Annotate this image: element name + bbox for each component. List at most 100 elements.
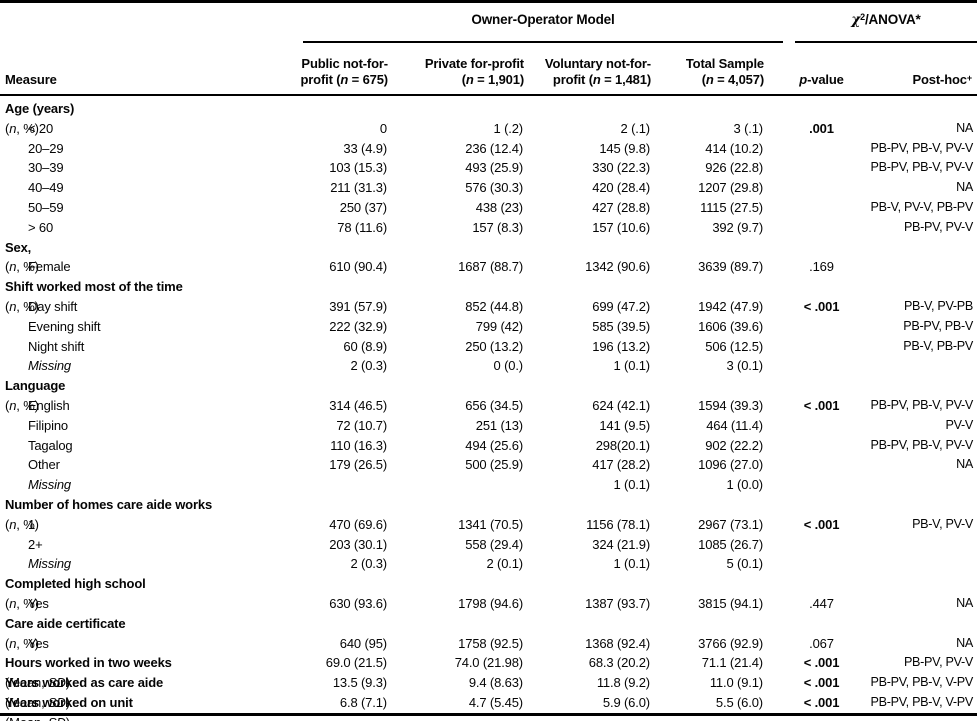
column-header-public: Public not-for-profit (n = 675) [300, 56, 388, 87]
cell-p-value [768, 218, 875, 238]
row-label: Hours worked in two weeks [5, 655, 172, 671]
cell-total: 1942 (47.9) [698, 298, 763, 314]
measure-cell: Other [0, 455, 300, 475]
measure-cell: Yes [0, 634, 300, 654]
row-label: 20–29 [28, 140, 64, 156]
row-label-suffix: (Mean, SD) [5, 694, 70, 710]
table-row: 2+ 203 (30.1) 558 (29.4) 324 (21.9) 1085 (26… [0, 535, 977, 555]
table-row: Shift worked most of the time (n, %) [0, 277, 977, 314]
cell-voluntary: 1 (0.1) [613, 556, 650, 572]
cell-p-value [768, 475, 875, 495]
measure-cell: Completed high school (n, %) [0, 574, 300, 614]
cell-p-value [768, 139, 875, 159]
row-label: > 60 [28, 219, 54, 235]
column-header-private: Private for-profit (n = 1,901) [424, 56, 524, 87]
cell-posthoc [875, 535, 977, 555]
cell-public: 640 (95) [339, 635, 387, 651]
cell-private: 1687 (88.7) [458, 259, 523, 275]
row-label: Age (years) [5, 101, 75, 116]
cell-posthoc: PB-PV, PB-V [903, 318, 973, 333]
measure-cell: 40–49 [0, 178, 300, 198]
cell-private: 558 (29.4) [465, 536, 523, 552]
cell-p-value: < .001 [803, 516, 840, 532]
cell-p-value [768, 416, 875, 436]
cell-total: 1594 (39.3) [698, 397, 763, 413]
row-label-suffix: (n, %) [5, 120, 39, 136]
row-label: Missing [28, 477, 72, 493]
cell-total: 926 (22.8) [705, 160, 763, 176]
table-row: Number of homes care aide works (n, %) [0, 495, 977, 532]
cell-voluntary: 145 (9.8) [599, 140, 650, 156]
measure-cell: Sex, (n, %) [0, 238, 300, 278]
cell-voluntary: 1368 (92.4) [585, 635, 650, 651]
cell-private: 493 (25.9) [465, 160, 523, 176]
measure-cell: 2+ [0, 535, 300, 555]
cell-public: 2 (0.3) [350, 556, 387, 572]
cell-voluntary: 330 (22.3) [592, 160, 650, 176]
cell-private: 157 (8.3) [472, 219, 523, 235]
row-label: 40–49 [28, 180, 64, 196]
table-row: Missing 1 (0.1) 1 (0.0) [0, 475, 977, 495]
row-label: Completed high school [5, 576, 146, 592]
cell-public: 103 (15.3) [329, 160, 387, 176]
table-body: Age (years) (n, %) < 20 0 1 (.2) 2 (.1) 3 (.1… [0, 96, 977, 721]
table-row: Completed high school (n, %) [0, 574, 977, 611]
table-row: Female 610 (90.4) 1687 (88.7) 1342 (90.6) 36… [0, 257, 977, 277]
cell-voluntary: 1342 (90.6) [585, 259, 650, 275]
cell-public: 179 (26.5) [329, 457, 387, 473]
measure-cell: Language (n, %) [0, 376, 300, 416]
cell-total: 3766 (92.9) [698, 635, 763, 651]
group-rule-owner-operator [303, 41, 783, 43]
row-label: Yes [28, 595, 49, 611]
cell-p-value [768, 535, 875, 555]
row-label: Filipino [28, 417, 68, 433]
row-label: Evening shift [28, 318, 101, 334]
cell-voluntary: 417 (28.2) [592, 457, 650, 473]
cell-voluntary: 324 (21.9) [592, 536, 650, 552]
table-row: Evening shift 222 (32.9) 799 (42) 585 (39.5… [0, 317, 977, 337]
cell-public [300, 475, 392, 495]
row-label-suffix: (n, %) [5, 516, 39, 532]
table-row: 40–49 211 (31.3) 576 (30.3) 420 (28.4) 1207 … [0, 178, 977, 198]
cell-voluntary: 1 (0.1) [613, 358, 650, 374]
cell-private: 1798 (94.6) [458, 595, 523, 611]
table-row: Sex, (n, %) [0, 238, 977, 275]
row-label: 30–39 [28, 160, 64, 176]
cell-p-value [768, 455, 875, 475]
cell-posthoc: NA [956, 120, 973, 135]
cell-voluntary: 420 (28.4) [592, 180, 650, 196]
row-label: Years worked on unit [5, 694, 133, 710]
cell-p-value: < .001 [803, 694, 840, 710]
cell-public: 110 (16.3) [330, 437, 387, 453]
cell-public: 6.8 (7.1) [339, 694, 387, 710]
group-header-owner-operator-model: Owner-Operator Model [471, 12, 615, 27]
cell-posthoc: PB-V, PV-PB [903, 298, 973, 313]
cell-voluntary: 585 (39.5) [592, 318, 650, 334]
group-rule-anova [795, 41, 977, 43]
cell-voluntary: 68.3 (20.2) [588, 655, 650, 671]
table-row: English 314 (46.5) 656 (34.5) 624 (42.1) 159… [0, 396, 977, 416]
cell-p-value [768, 356, 875, 376]
table-row: Language (n, %) [0, 376, 977, 413]
cell-public: 78 (11.6) [337, 219, 387, 235]
measure-cell: Yes [0, 594, 300, 614]
cell-private: 0 (0.) [493, 358, 524, 374]
cell-public: 610 (90.4) [329, 259, 387, 275]
cell-p-value: < .001 [803, 655, 840, 671]
column-header-measure: Measure [5, 72, 57, 87]
cell-public: 2 (0.3) [350, 358, 387, 374]
cell-public: 391 (57.9) [329, 298, 387, 314]
measure-cell: 50–59 [0, 198, 300, 218]
cell-voluntary: 5.9 (6.0) [602, 694, 650, 710]
cell-private: 250 (13.2) [465, 338, 523, 354]
row-label-suffix: (Mean, SD) [5, 675, 70, 691]
cell-private: 1758 (92.5) [458, 635, 523, 651]
measure-cell: Female [0, 257, 300, 277]
measure-cell: 30–39 [0, 158, 300, 178]
row-label-suffix: (n, %) [5, 259, 39, 275]
cell-public: 250 (37) [339, 199, 387, 215]
cell-posthoc: PB-PV, PB-V, V-PV [870, 694, 974, 709]
cell-p-value: .067 [809, 635, 834, 651]
cell-public: 33 (4.9) [343, 140, 387, 156]
cell-posthoc [875, 554, 977, 574]
